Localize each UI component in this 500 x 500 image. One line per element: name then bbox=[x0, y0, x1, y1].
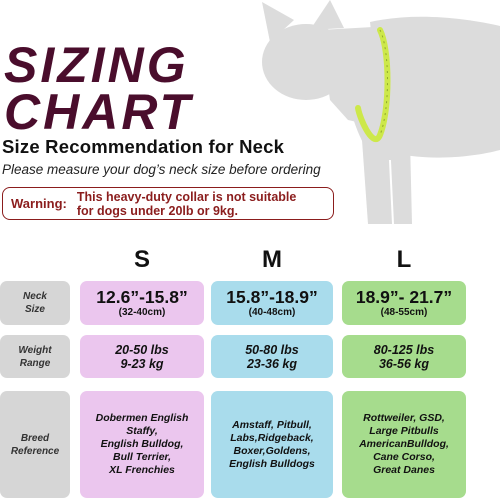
dog-illustration bbox=[262, 0, 500, 224]
size-header-m: M bbox=[262, 246, 282, 273]
neck-size-l: 18.9”- 21.7” (48-55cm) bbox=[342, 281, 466, 325]
weight-range-m: 50-80 lbs 23-36 kg bbox=[211, 335, 333, 378]
measuring-tape-icon bbox=[355, 27, 391, 142]
dog-silhouette-icon bbox=[262, 0, 500, 224]
warning-message: This heavy-duty collar is not suitable f… bbox=[77, 190, 297, 218]
page-title-line2: CHART bbox=[4, 84, 194, 140]
row-label-neck-size: Neck Size bbox=[0, 281, 70, 325]
neck-size-s: 12.6”-15.8” (32-40cm) bbox=[80, 281, 204, 325]
breed-reference-l: Rottweiler, GSD, Large Pitbulls American… bbox=[342, 391, 466, 498]
instruction-text: Please measure your dog’s neck size befo… bbox=[2, 162, 321, 177]
warning-line2: for dogs under 20lb or 9kg. bbox=[76, 203, 238, 218]
warning-box: Warning: This heavy-duty collar is not s… bbox=[2, 187, 334, 220]
breed-reference-s: Dobermen English Staffy, English Bulldog… bbox=[80, 391, 204, 498]
size-header-s: S bbox=[133, 246, 150, 273]
size-header-l: L bbox=[396, 246, 412, 273]
page-title-line1: SIZING bbox=[4, 37, 189, 93]
neck-size-m: 15.8”-18.9” (40-48cm) bbox=[211, 281, 333, 325]
row-label-weight-range: Weight Range bbox=[0, 335, 70, 378]
warning-label: Warning: bbox=[11, 195, 67, 211]
row-label-breed-reference: Breed Reference bbox=[0, 391, 70, 498]
weight-range-s: 20-50 lbs 9-23 kg bbox=[80, 335, 204, 378]
breed-reference-m: Amstaff, Pitbull, Labs,Ridgeback, Boxer,… bbox=[211, 391, 333, 498]
subtitle: Size Recommendation for Neck bbox=[2, 136, 285, 157]
weight-range-l: 80-125 lbs 36-56 kg bbox=[342, 335, 466, 378]
warning-line1: This heavy-duty collar is not suitable bbox=[76, 189, 297, 204]
